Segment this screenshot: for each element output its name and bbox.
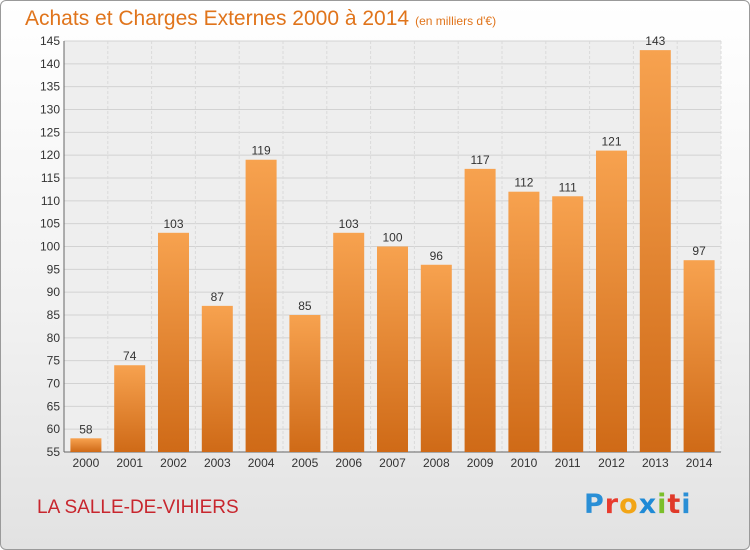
- y-tick-label: 120: [40, 148, 60, 162]
- value-label: 87: [211, 290, 225, 304]
- x-tick-label: 2002: [160, 456, 187, 470]
- value-label: 143: [645, 34, 665, 48]
- x-tick-label: 2001: [116, 456, 143, 470]
- y-tick-label: 140: [40, 57, 60, 71]
- value-label: 58: [79, 422, 93, 436]
- y-tick-label: 55: [47, 445, 61, 459]
- x-tick-label: 2013: [642, 456, 669, 470]
- chart-title-main: Achats et Charges Externes 2000 à 2014: [25, 7, 410, 30]
- y-tick-label: 115: [41, 171, 60, 185]
- y-tick-label: 125: [40, 125, 60, 139]
- bar-2014: [683, 260, 715, 452]
- x-tick-label: 2014: [686, 456, 713, 470]
- value-label: 119: [252, 144, 271, 158]
- bar-2004: [245, 159, 277, 452]
- x-tick-label: 2003: [204, 456, 231, 470]
- bars: [70, 50, 715, 453]
- logo-letter: o: [619, 489, 639, 520]
- x-axis: 2000 2001 2002 2003 2004 2005 2006 2007 2008 2009…: [73, 456, 713, 470]
- bar-2013: [639, 50, 671, 453]
- chart-title: Achats et Charges Externes 2000 à 2014 (e…: [25, 7, 496, 31]
- y-tick-label: 80: [47, 331, 61, 345]
- logo-letter: r: [604, 489, 620, 520]
- value-label: 121: [601, 135, 621, 149]
- y-tick-label: 90: [47, 285, 61, 299]
- y-tick-label: 65: [47, 399, 61, 413]
- x-tick-label: 2006: [335, 456, 362, 470]
- logo-letter: i: [657, 489, 668, 520]
- logo-letter: t: [667, 489, 682, 520]
- proxiti-logo[interactable]: Proxiti: [584, 489, 692, 520]
- logo-letter: i: [681, 489, 692, 520]
- y-tick-label: 105: [40, 217, 60, 231]
- commune-name: LA SALLE-DE-VIHIERS: [37, 497, 239, 518]
- y-tick-label: 70: [47, 377, 61, 391]
- x-tick-label: 2009: [467, 456, 494, 470]
- value-label: 96: [430, 249, 444, 263]
- y-tick-label: 130: [40, 103, 60, 117]
- x-tick-label: 2000: [73, 456, 100, 470]
- y-tick-label: 95: [47, 262, 61, 276]
- bar-2006: [333, 232, 365, 452]
- logo-letter: P: [584, 489, 605, 520]
- y-tick-label: 60: [47, 422, 61, 436]
- y-tick-label: 145: [40, 34, 60, 48]
- value-label: 117: [471, 153, 490, 167]
- value-label: 74: [123, 349, 137, 363]
- bar-2010: [508, 191, 540, 452]
- y-tick-label: 100: [40, 240, 60, 254]
- value-label: 103: [163, 217, 183, 231]
- bar-2001: [114, 365, 146, 452]
- x-tick-label: 2007: [379, 456, 406, 470]
- bar-2007: [377, 246, 408, 452]
- logo-letter: x: [638, 489, 658, 520]
- bar-2000: [70, 438, 102, 452]
- bar-2005: [289, 315, 321, 452]
- y-tick-label: 135: [40, 80, 60, 94]
- value-label: 112: [514, 176, 533, 190]
- value-label: 100: [382, 231, 402, 245]
- x-tick-label: 2005: [292, 456, 319, 470]
- bar-2012: [596, 150, 627, 452]
- x-tick-label: 2010: [511, 456, 538, 470]
- chart-title-unit: (en milliers d'€): [415, 14, 497, 28]
- bar-2002: [158, 232, 189, 452]
- bar-2011: [552, 196, 584, 452]
- value-label: 85: [298, 299, 312, 313]
- y-tick-label: 75: [47, 354, 61, 368]
- value-label: 97: [692, 244, 706, 258]
- x-tick-label: 2012: [598, 456, 625, 470]
- y-tick-label: 110: [41, 194, 60, 208]
- bar-2009: [464, 168, 496, 452]
- y-tick-label: 85: [47, 308, 61, 322]
- value-labels: 58 74 103 87 119 85 103 100 96 117 112 111 121 143 97: [79, 34, 706, 436]
- bar-2008: [420, 264, 452, 452]
- value-label: 111: [559, 180, 578, 194]
- bar-2003: [201, 305, 233, 452]
- x-tick-label: 2011: [555, 456, 581, 470]
- x-tick-label: 2008: [423, 456, 450, 470]
- x-tick-label: 2004: [248, 456, 275, 470]
- value-label: 103: [339, 217, 359, 231]
